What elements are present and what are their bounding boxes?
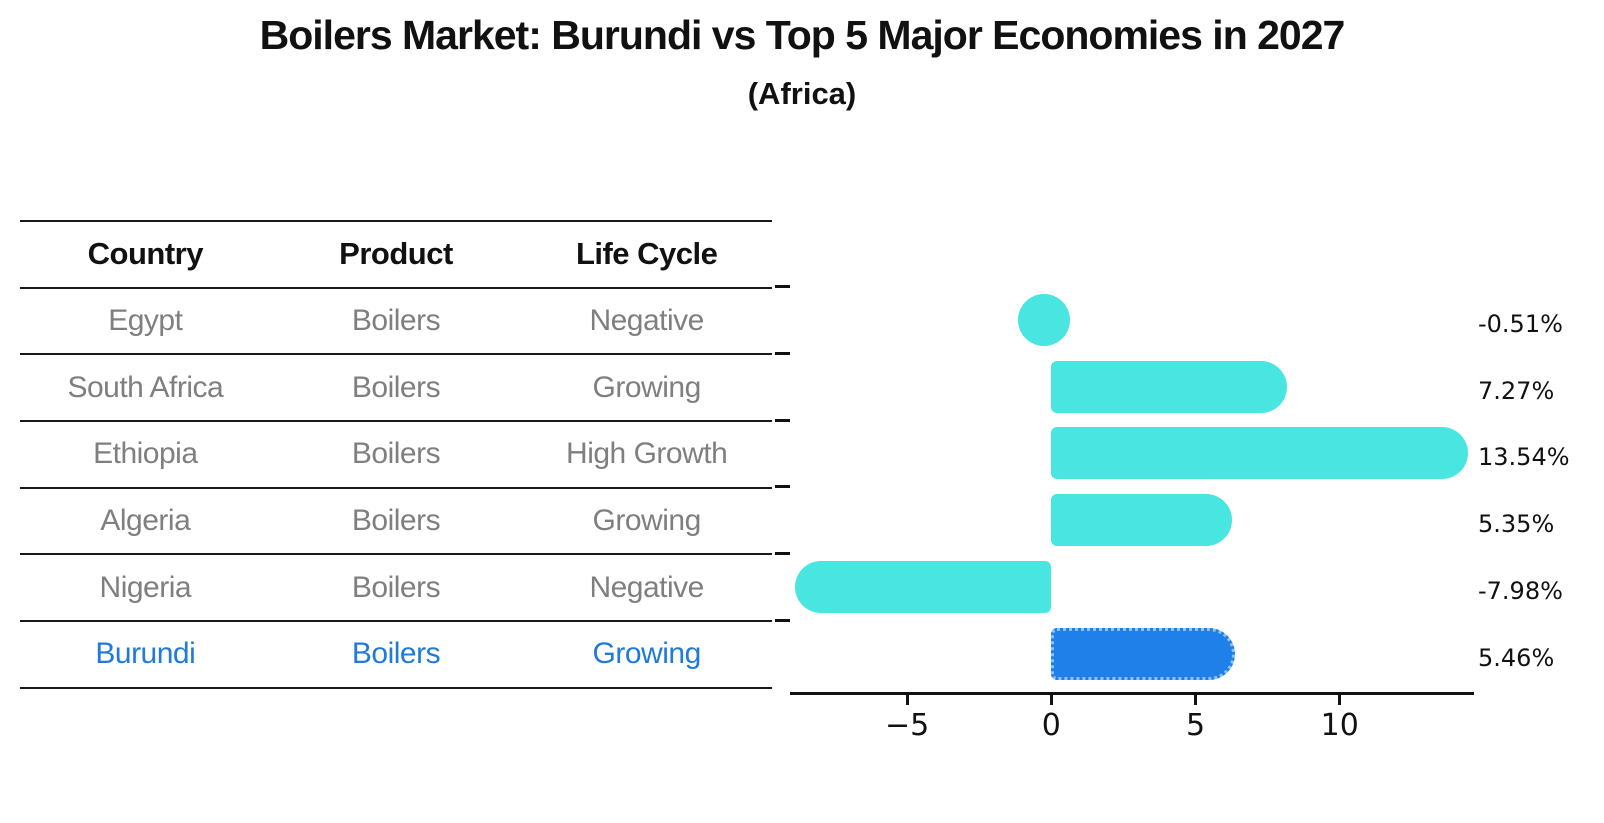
y-axis-tick [775, 552, 790, 555]
y-axis-tick [775, 485, 790, 489]
table-row: Algeria Boilers Growing [20, 486, 772, 554]
table-header-row: Country Product Life Cycle [20, 220, 772, 287]
bar-value-label: 7.27% [1478, 376, 1555, 405]
x-axis-tick-label: −5 [884, 708, 930, 743]
x-axis-tick-label: 0 [1041, 708, 1061, 743]
table-row: South Africa Boilers Growing [20, 353, 772, 420]
cell-country: Burundi [95, 637, 196, 671]
bar-value-label: -7.98% [1478, 576, 1563, 605]
bar-algeria [1051, 494, 1232, 547]
cell-life-cycle: Negative [589, 304, 704, 338]
y-axis-tick [775, 418, 790, 422]
cell-life-cycle: Negative [589, 570, 704, 604]
cell-country: Algeria [100, 504, 191, 538]
bar-nigeria [795, 560, 1052, 613]
bar-value-label: 5.35% [1478, 510, 1555, 539]
cell-product: Boilers [351, 304, 441, 338]
column-header: Country [87, 236, 204, 272]
bar-ethiopia [1051, 427, 1468, 480]
cell-product: Boilers [351, 370, 441, 404]
bar-egypt [1017, 294, 1070, 347]
chart-title: Boilers Market: Burundi vs Top 5 Major E… [259, 12, 1346, 58]
bar-value-label: -0.51% [1478, 310, 1563, 339]
x-axis-tick-label: 10 [1320, 708, 1359, 743]
chart-subtitle: (Africa) [747, 76, 857, 111]
column-header: Product [339, 236, 453, 272]
x-axis-tick [1049, 695, 1053, 705]
x-axis-line [790, 692, 1474, 695]
y-axis-tick [775, 351, 790, 355]
cell-life-cycle: Growing [592, 370, 702, 404]
comparison-table: Country Product Life Cycle Egypt Boilers Nega… [20, 220, 772, 689]
bar-value-label: 13.54% [1478, 443, 1570, 472]
bar-south-africa [1051, 360, 1287, 413]
cell-country: South Africa [67, 370, 224, 404]
cell-country: Egypt [108, 304, 183, 338]
column-header: Life Cycle [575, 236, 718, 272]
table-row: Ethiopia Boilers High Growth [20, 420, 772, 487]
table-row: Burundi Boilers Growing [20, 620, 772, 687]
cell-product: Boilers [351, 570, 441, 604]
table-row: Egypt Boilers Negative [20, 286, 772, 354]
bar-burundi [1051, 627, 1235, 680]
cell-life-cycle: Growing [592, 504, 702, 538]
x-axis-tick [1194, 695, 1198, 705]
x-axis-tick [1338, 695, 1342, 705]
cell-life-cycle: High Growth [566, 437, 728, 471]
cell-product: Boilers [351, 637, 441, 671]
x-axis-tick [905, 695, 909, 705]
cell-country: Ethiopia [93, 437, 198, 471]
y-axis-tick [775, 285, 790, 289]
cell-life-cycle: Growing [592, 637, 702, 671]
cell-product: Boilers [351, 437, 441, 471]
x-axis-tick-label: 5 [1185, 708, 1206, 743]
cell-product: Boilers [351, 504, 441, 538]
cell-country: Nigeria [99, 570, 192, 604]
bar-value-label: 5.46% [1478, 643, 1555, 672]
table-row: Nigeria Boilers Negative [20, 553, 772, 620]
y-axis-tick [775, 618, 790, 622]
